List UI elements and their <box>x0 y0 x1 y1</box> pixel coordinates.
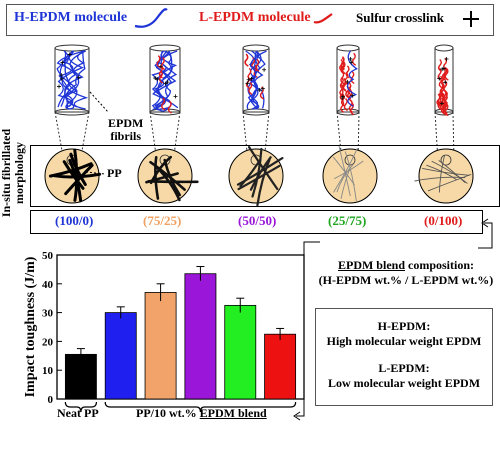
ratio-0-100: (0/100) <box>424 213 463 228</box>
legend-h-epdm-squiggle-icon <box>134 8 168 28</box>
fibril-cylinder-1 <box>149 44 181 163</box>
legend-l-epdm-label: L-EPDM molecule <box>199 10 311 25</box>
y-tick-label-0: 0 <box>48 394 54 406</box>
h-epdm-def-title: H-EPDM: <box>377 319 431 333</box>
composition-note-suffix: composition: <box>405 258 474 272</box>
l-epdm-def-desc: Low molecular weight EPDM <box>327 376 481 390</box>
epdm-fibrils-label: EPDM fibrils <box>108 117 143 143</box>
connector-line-upper <box>478 222 493 249</box>
bar-3 <box>184 273 217 400</box>
fibril-cylinder-4 <box>434 44 455 163</box>
epdm-fibrils-line1: EPDM <box>108 116 144 130</box>
ratio-50-50: (50/50) <box>238 213 277 228</box>
ratio-frame <box>30 210 483 234</box>
composition-note-underlined: EPDM blend <box>337 258 405 272</box>
legend-crosslink-label: Sulfur crosslink <box>356 10 445 25</box>
ratio-100-0: (100/0) <box>55 213 94 228</box>
composition-note: EPDM blend composition: (H-EPDM wt.% / L… <box>312 258 500 288</box>
brace-neat-pp <box>64 401 98 413</box>
bar-1 <box>104 312 137 400</box>
group-label-blend-underlined: EPDM blend <box>199 406 267 420</box>
composition-note-line2: (H-EPDM wt.% / L-EPDM wt.%) <box>318 273 494 287</box>
y-axis-label: Impact toughness (J/m) <box>23 256 38 397</box>
y-tick-label-1: 10 <box>42 365 54 377</box>
group-label-blend-prefix: PP/10 wt.% <box>136 406 200 420</box>
connector-line-lower <box>296 241 320 417</box>
brace-blend <box>104 401 297 413</box>
group-label-neat-pp: Neat PP <box>57 406 99 420</box>
group-label-blend: PP/10 wt.% EPDM blend <box>136 406 267 421</box>
morphology-disk-1 <box>137 148 199 204</box>
h-epdm-def-desc: High molecular weight EPDM <box>326 334 482 348</box>
l-epdm-def-title: L-EPDM: <box>378 361 430 375</box>
legend-box <box>6 4 494 36</box>
fibril-cylinder-3 <box>336 44 360 163</box>
y-tick-label-4: 40 <box>42 279 54 291</box>
y-tick-label-3: 30 <box>42 308 54 320</box>
legend-l-epdm-squiggle-icon <box>313 13 333 24</box>
pp-label: PP <box>107 166 122 180</box>
fibril-cylinder-2 <box>242 44 270 163</box>
ratio-75-25: (75/25) <box>143 213 182 228</box>
morphology-illustration <box>44 44 474 207</box>
connector-arrowhead-icon <box>293 411 301 421</box>
bar-2 <box>144 292 177 400</box>
definitions-box: H-EPDM: High molecular weight EPDM L-EPD… <box>315 308 493 406</box>
ratio-25-75: (25/75) <box>328 213 367 228</box>
epdm-fibrils-line2: fibrils <box>110 129 141 143</box>
connector-arrowhead-upper-icon <box>481 218 489 228</box>
morphology-disk-3 <box>322 145 378 204</box>
y-tick-label-2: 20 <box>42 336 54 348</box>
morphology-disk-2 <box>228 146 284 207</box>
fibril-cylinder-0 <box>54 44 90 163</box>
bar-4 <box>224 304 257 400</box>
y-tick-label-5: 50 <box>42 250 54 262</box>
legend-h-epdm-label: H-EPDM molecule <box>14 10 128 25</box>
morphology-disk-4 <box>414 148 474 204</box>
bar-5 <box>264 333 297 400</box>
morphology-disk-0 <box>44 148 102 204</box>
legend-crosslink-icon <box>463 11 479 27</box>
bar-0 <box>64 353 97 400</box>
